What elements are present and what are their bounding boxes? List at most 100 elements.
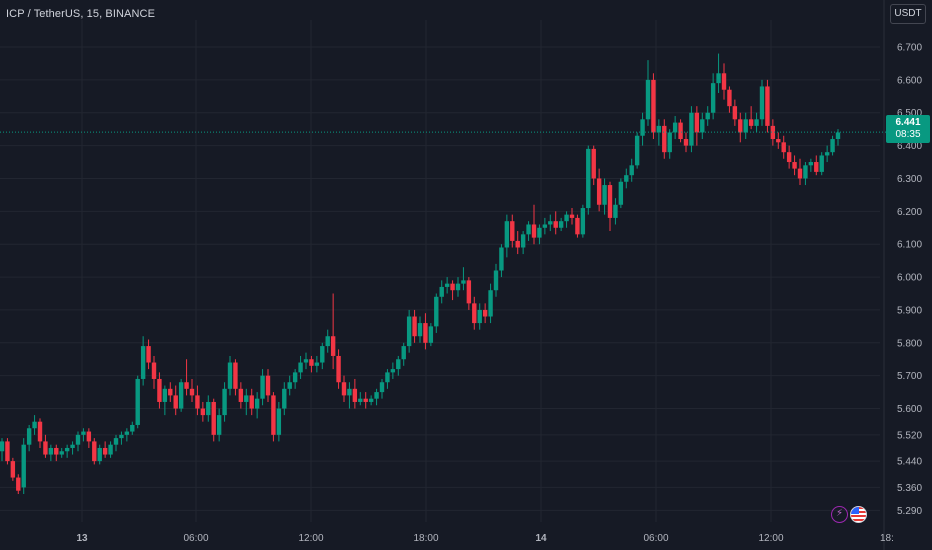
candle-body [748,119,754,126]
candle-body [368,398,374,402]
candle [385,369,390,389]
candle [70,441,75,455]
candle-body [238,388,244,402]
price-tick-label: 6.200 [897,207,922,218]
candle [504,214,510,258]
candle-body [32,421,37,429]
price-tick-label: 5.900 [897,305,922,316]
candle [113,434,119,452]
price-tick-label: 6.300 [897,174,922,185]
candle-body [417,323,423,337]
candle [824,145,830,163]
candle [54,444,59,462]
price-axis[interactable]: 6.700 6.600 6.500 6.400 6.300 6.200 6.100 6.000… [883,0,922,550]
candle [406,309,412,353]
candle [244,388,249,416]
candle [347,382,352,409]
candle [721,63,727,100]
candle [298,355,303,379]
candle-body [808,162,814,166]
candle-body [54,447,59,455]
candle-body [135,378,140,425]
candle-body [124,431,130,435]
candle [548,214,553,232]
candle-body [759,86,765,120]
candle [819,152,824,176]
candle [694,106,700,146]
price-tick-label: 5.360 [897,483,922,494]
lightning-icon[interactable]: ⚡ [831,506,848,523]
candle-body [140,346,146,379]
candle [379,378,385,399]
candle [368,395,374,406]
vertical-grid [81,20,772,522]
candle [624,168,629,189]
last-price-tag: 6.441 08:35 [886,115,930,143]
candle-body [803,165,808,179]
candle-body [781,142,786,153]
candle [434,293,439,333]
candle [97,444,102,465]
candle [238,382,244,409]
candle-body [472,303,477,324]
candle-body [542,224,548,228]
candle-body [640,119,645,136]
last-price-label: 6.441 [895,117,921,128]
candle-body [86,431,92,442]
candle [26,424,32,452]
candle-body [282,388,287,409]
candle [390,362,396,379]
candle [0,438,5,462]
time-tick-label: 12:00 [298,533,323,544]
candle [531,204,537,245]
candle [233,359,238,396]
candle-body [358,398,363,402]
candle [222,382,227,422]
candle-body [70,444,75,448]
candle [412,309,417,343]
candle-body [721,73,727,90]
candle [92,438,97,465]
price-tick-label: 5.800 [897,338,922,349]
currency-button[interactable]: USDT [890,4,926,24]
candle-body [482,309,488,317]
candle [477,303,482,330]
candle [520,231,526,255]
candle [618,178,624,209]
candle-body [444,283,450,287]
candle-body [618,181,624,205]
symbol-title: ICP / TetherUS, 15, BINANCE [6,8,156,20]
candle [814,155,819,176]
candle-body [173,395,178,409]
candle [423,313,428,350]
candle [16,474,21,494]
candle [640,112,645,146]
candle-body [396,359,401,370]
candle [341,375,347,402]
candle-body [596,178,602,205]
candle-body [64,447,70,452]
candle-body [244,395,249,402]
candle [667,129,672,159]
candle-body [330,336,336,356]
candle [776,132,781,149]
candle [613,198,618,225]
time-tick-label: 18:00 [413,533,438,544]
candle-body [292,372,298,383]
price-tick-label: 6.700 [897,43,922,54]
candle-body [786,152,792,163]
candle [472,296,477,330]
us-flag-icon[interactable] [850,506,867,523]
price-tick-label: 6.600 [897,75,922,86]
candle [292,369,298,389]
time-axis[interactable]: 13 06:00 12:00 18:00 14 06:00 12:00 18: [76,533,893,544]
candle [151,355,157,389]
candle [743,112,748,140]
candle [216,408,222,442]
candle [499,244,504,278]
candle [352,378,358,409]
candle [542,217,548,235]
candle [738,112,743,143]
candle-body [716,73,721,84]
